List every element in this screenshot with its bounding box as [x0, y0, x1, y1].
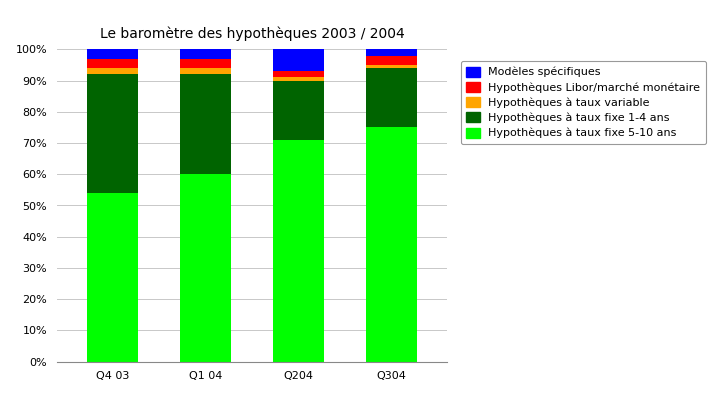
Bar: [180, 49, 231, 59]
Bar: [366, 127, 417, 362]
Bar: [273, 81, 324, 140]
Bar: [87, 49, 138, 59]
Title: Le baromètre des hypothèques 2003 / 2004: Le baromètre des hypothèques 2003 / 2004: [99, 27, 405, 41]
Legend: Modèles spécifiques, Hypothèques Libor/marché monétaire, Hypothèques à taux vari: Modèles spécifiques, Hypothèques Libor/m…: [461, 61, 706, 144]
Bar: [87, 74, 138, 193]
Bar: [180, 59, 231, 68]
Bar: [366, 55, 417, 65]
Bar: [366, 49, 417, 55]
Bar: [273, 71, 324, 77]
Bar: [87, 59, 138, 68]
Bar: [366, 65, 417, 68]
Bar: [87, 193, 138, 362]
Bar: [180, 174, 231, 362]
Bar: [273, 77, 324, 81]
Bar: [87, 68, 138, 74]
Bar: [273, 49, 324, 71]
Bar: [180, 74, 231, 174]
Bar: [180, 68, 231, 74]
Bar: [366, 68, 417, 127]
Bar: [273, 140, 324, 362]
